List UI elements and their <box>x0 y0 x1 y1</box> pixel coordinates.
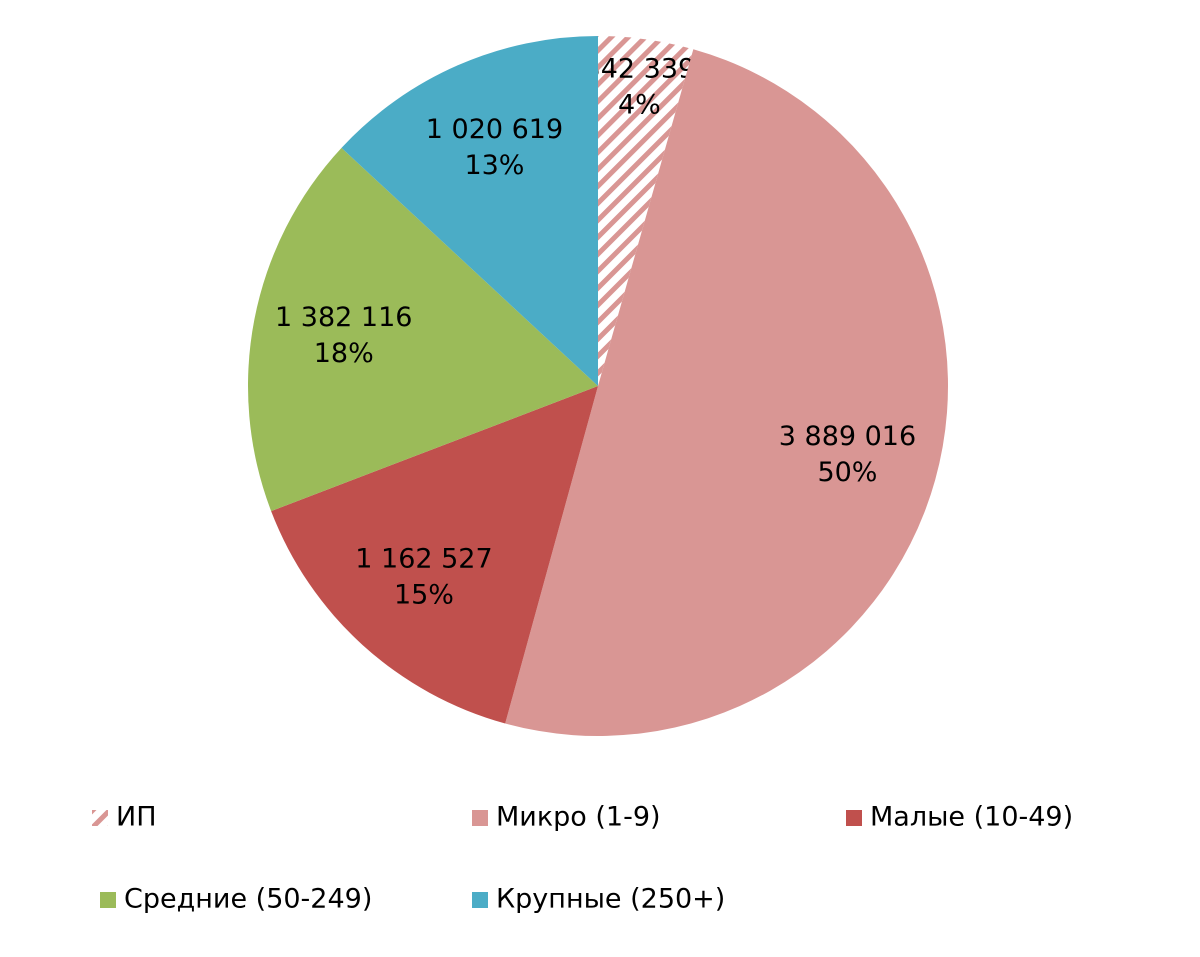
legend-swatch <box>472 892 488 908</box>
legend-swatch <box>92 810 108 826</box>
legend-label: Крупные (250+) <box>496 884 725 915</box>
percent-label: 15% <box>394 579 454 610</box>
legend-swatch <box>472 810 488 826</box>
pie-slice <box>341 35 598 386</box>
percent-label: 13% <box>464 150 524 181</box>
pie-slice <box>505 49 949 737</box>
legend-swatch <box>846 810 862 826</box>
legend-label: Малые (10-49) <box>870 802 1073 833</box>
value-label: 1 382 116 <box>275 302 412 333</box>
value-label: 3 889 016 <box>779 421 916 452</box>
legend-swatch <box>100 892 116 908</box>
value-label: 1 020 619 <box>426 114 563 145</box>
percent-label: 50% <box>817 457 877 488</box>
value-label: 1 162 527 <box>355 543 492 574</box>
percent-label: 4% <box>618 89 661 120</box>
percent-label: 18% <box>314 338 374 369</box>
value-label: 342 339 <box>584 53 696 84</box>
pie-slice <box>598 36 694 386</box>
legend-label: Микро (1-9) <box>496 802 661 833</box>
legend-label: Средние (50-249) <box>124 884 372 915</box>
pie-slice <box>271 386 598 724</box>
legend-label: ИП <box>116 802 157 833</box>
pie-slice <box>248 147 599 512</box>
